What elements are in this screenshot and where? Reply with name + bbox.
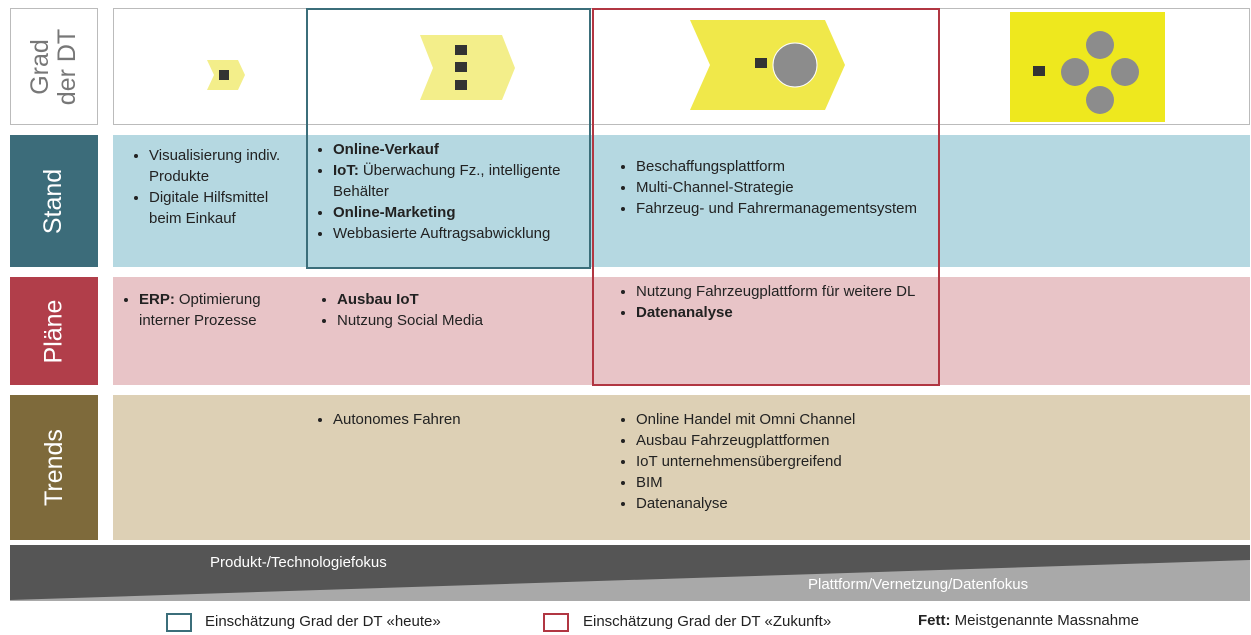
bullet-list: Online Handel mit Omni Channel Ausbau Fah…: [618, 409, 926, 514]
bullet-item: Fahrzeug- und Fahrermanagementsystem: [636, 198, 926, 219]
wedge-left: Produkt-/Technologiefokus: [210, 554, 387, 571]
today-frame: [306, 8, 591, 269]
legend-text: Meistgenannte Massnahme: [954, 612, 1139, 629]
bold-text: Datenanalyse: [636, 304, 733, 321]
row-label: Stand: [39, 168, 68, 234]
icon: [455, 80, 467, 90]
icon: [772, 42, 818, 88]
cell: Beschaffungsplattform Multi-Channel-Strat…: [618, 156, 926, 219]
item-text: Digitale Hilfsmittel beim Einkauf: [149, 189, 269, 227]
bold-text: IoT:: [333, 162, 359, 179]
bullet-list: Ausbau IoT Nutzung Social Media: [319, 289, 578, 331]
item-text: Autonomes Fahren: [333, 411, 461, 428]
wedge-dark: [10, 545, 1250, 600]
label-box: Stand: [10, 135, 98, 267]
bullet-item: Visualisierung indiv. Produkte: [149, 145, 291, 187]
label-box: Pläne: [10, 277, 98, 385]
bold-text: Online-Marketing: [333, 204, 456, 221]
cell: Autonomes Fahren: [315, 409, 578, 430]
bullet-item: Nutzung Social Media: [337, 310, 578, 331]
cell: Online-Verkauf IoT:Überwachung Fz., intel…: [315, 139, 578, 244]
focus-wedge: Produkt-/Technologiefokus Plattform/Vern…: [10, 545, 1250, 601]
item-text: Ausbau Fahrzeugplattformen: [636, 432, 830, 449]
legend-note: Fett: Meistgenannte Massnahme: [918, 612, 1139, 629]
bullet-item: Online-Verkauf: [333, 139, 578, 160]
bold-text: Ausbau IoT: [337, 291, 419, 308]
icon: [455, 45, 467, 55]
legend-bold: Fett:: [918, 612, 951, 629]
legend-swatch: [543, 613, 569, 632]
legend-text: Einschätzung Grad der DT «heute»: [205, 613, 441, 630]
item-text: IoT unternehmensübergreifend: [636, 453, 842, 470]
bullet-item: IoT unternehmensübergreifend: [636, 451, 926, 472]
label-box: Trends: [10, 395, 98, 540]
item-text: Visualisierung indiv. Produkte: [149, 147, 281, 185]
item-text: Überwachung Fz., intelligente Behälter: [333, 162, 561, 200]
cell: Ausbau IoT Nutzung Social Media: [319, 289, 578, 331]
item-text: Nutzung Fahrzeugplattform für weitere DL: [636, 283, 916, 300]
bullet-item: Beschaffungsplattform: [636, 156, 926, 177]
chevron: [420, 35, 515, 100]
row-bg: [113, 277, 1250, 385]
bullet-item: ERP:Optimierung interner Prozesse: [139, 289, 291, 331]
bullet-list: Beschaffungsplattform Multi-Channel-Strat…: [618, 156, 926, 219]
item-text: Beschaffungsplattform: [636, 158, 785, 175]
cell: Visualisierung indiv. Produkte Digitale H…: [131, 145, 291, 229]
row-bg: [113, 135, 1250, 267]
bullet-item: IoT:Überwachung Fz., intelligente Behält…: [333, 160, 578, 202]
bullet-item: Datenanalyse: [636, 302, 926, 323]
bullet-list: Autonomes Fahren: [315, 409, 578, 430]
item-text: Optimierung interner Prozesse: [139, 291, 261, 329]
cell: Nutzung Fahrzeugplattform für weitere DL…: [618, 281, 926, 323]
item-text: BIM: [636, 474, 663, 491]
bullet-list: Nutzung Fahrzeugplattform für weitere DL…: [618, 281, 926, 323]
label-box: Grad der DT: [10, 8, 98, 125]
item-text: Online Handel mit Omni Channel: [636, 411, 856, 428]
bullet-item: Ausbau Fahrzeugplattformen: [636, 430, 926, 451]
icon: [1033, 66, 1045, 76]
cell: Online Handel mit Omni Channel Ausbau Fah…: [618, 409, 926, 514]
bullet-item: Nutzung Fahrzeugplattform für weitere DL: [636, 281, 926, 302]
future-frame: [592, 8, 940, 386]
item-text: Nutzung Social Media: [337, 312, 483, 329]
bullet-item: Multi-Channel-Strategie: [636, 177, 926, 198]
bullet-item: Datenanalyse: [636, 493, 926, 514]
icon: [1061, 58, 1089, 86]
row-bg: [113, 395, 1250, 540]
icon: [219, 70, 229, 80]
bullet-item: Webbasierte Auftragsabwicklung: [333, 223, 578, 244]
item-text: Datenanalyse: [636, 495, 728, 512]
icon: [1086, 31, 1114, 59]
bold-text: Online-Verkauf: [333, 141, 439, 158]
row-label: Trends: [39, 429, 68, 506]
bullet-list: ERP:Optimierung interner Prozesse: [121, 289, 291, 331]
bold-text: ERP:: [139, 291, 175, 308]
bullet-item: Online-Marketing: [333, 202, 578, 223]
bullet-item: Online Handel mit Omni Channel: [636, 409, 926, 430]
degree-icons: [207, 12, 1165, 122]
item-text: Fahrzeug- und Fahrermanagementsystem: [636, 200, 917, 217]
cell: ERP:Optimierung interner Prozesse: [121, 289, 291, 331]
bullet-list: Visualisierung indiv. Produkte Digitale H…: [131, 145, 291, 229]
legend-swatch: [166, 613, 192, 632]
icon: [455, 62, 467, 72]
item-text: Multi-Channel-Strategie: [636, 179, 794, 196]
bullet-list: Online-Verkauf IoT:Überwachung Fz., intel…: [315, 139, 578, 244]
chevron: [690, 20, 845, 110]
bullet-item: BIM: [636, 472, 926, 493]
icon: [755, 58, 767, 68]
bullet-item: Autonomes Fahren: [333, 409, 578, 430]
item-text: Webbasierte Auftragsabwicklung: [333, 225, 551, 242]
bullet-item: Ausbau IoT: [337, 289, 578, 310]
icon: [1086, 86, 1114, 114]
icon: [1111, 58, 1139, 86]
legend-text: Einschätzung Grad der DT «Zukunft»: [583, 613, 832, 630]
wedge-right: Plattform/Vernetzung/Datenfokus: [808, 576, 1028, 593]
bullet-item: Digitale Hilfsmittel beim Einkauf: [149, 187, 291, 229]
row-label: Pläne: [39, 299, 68, 363]
